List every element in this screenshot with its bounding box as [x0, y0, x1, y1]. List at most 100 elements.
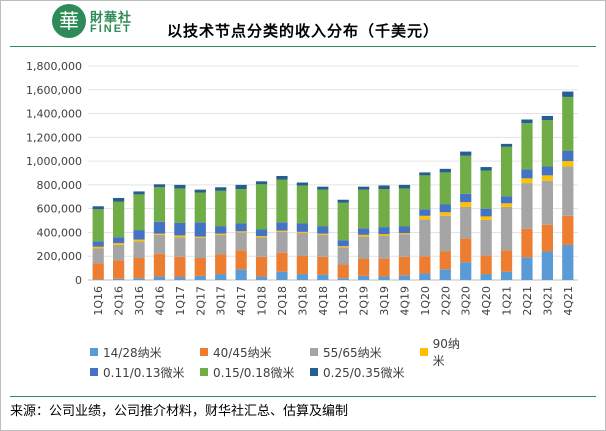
- bar-segment: [317, 186, 329, 190]
- bar-segment: [133, 191, 145, 195]
- bar-segment: [153, 233, 166, 235]
- bar-segment: [133, 194, 145, 231]
- bar-segment: [480, 274, 492, 280]
- bar-segment: [398, 233, 411, 235]
- bar-segment: [337, 202, 349, 241]
- bar-segment: [419, 273, 431, 280]
- bar-segment: [398, 184, 411, 189]
- bar-segment: [398, 188, 411, 227]
- bar-segment: [500, 203, 513, 207]
- x-tick-label: 4Q16: [153, 286, 166, 316]
- bar-segment: [276, 179, 288, 223]
- bar-segment: [500, 143, 513, 147]
- bar-segment: [174, 184, 186, 189]
- bar-segment: [358, 236, 370, 259]
- bar-segment: [541, 166, 553, 176]
- x-tick-label: 3Q20: [460, 286, 473, 316]
- bar-segment: [398, 226, 411, 234]
- bar-segment: [439, 168, 451, 173]
- finet-logo: 華 財華社 FINET: [52, 4, 142, 38]
- legend-item: 0.11/0.13微米: [90, 364, 200, 381]
- bar-segment: [358, 258, 370, 276]
- bar-segment: [235, 231, 247, 233]
- bar-segment: [562, 91, 574, 97]
- bar-segment: [460, 155, 472, 194]
- bar-segment: [419, 256, 431, 274]
- bar-segment: [398, 234, 411, 257]
- bar-segment: [480, 255, 492, 275]
- bar-segment: [113, 278, 125, 280]
- title-separator: [10, 46, 596, 47]
- bar-segment: [439, 172, 451, 205]
- bar-segment: [500, 250, 513, 272]
- bar-segment: [398, 256, 411, 276]
- bar-segment: [174, 235, 186, 238]
- bar-segment: [133, 230, 145, 240]
- legend-item: 55/65纳米: [310, 344, 420, 361]
- bar-segment: [276, 175, 288, 180]
- bar-segment: [153, 234, 166, 254]
- bar-segment: [194, 222, 206, 237]
- bar-segment: [255, 276, 268, 280]
- bar-segment: [439, 212, 451, 216]
- bar-segment: [276, 222, 288, 231]
- bar-segment: [92, 209, 104, 242]
- bar-segment: [113, 243, 125, 245]
- bar-segment: [215, 254, 227, 275]
- y-tick-label: 1,800,000: [26, 60, 82, 73]
- logo-mark: 華: [52, 4, 86, 38]
- bar-segment: [460, 202, 472, 207]
- bar-segment: [255, 181, 268, 185]
- x-tick-label: 4Q21: [562, 286, 575, 316]
- bar-segment: [439, 251, 451, 270]
- y-tick-label: 0: [75, 274, 82, 287]
- x-tick-label: 4Q19: [398, 286, 411, 316]
- bar-segment: [358, 189, 370, 229]
- bar-segment: [296, 182, 308, 186]
- legend-label: 0.15/0.18微米: [213, 365, 295, 380]
- bar-segment: [460, 206, 472, 239]
- bar-segment: [541, 175, 553, 181]
- legend-item: 90纳米: [420, 335, 470, 369]
- x-tick-label: 2Q16: [113, 286, 126, 316]
- legend-label: 90纳米: [432, 337, 460, 368]
- bar-segment: [174, 237, 186, 257]
- x-tick-label: 2Q20: [439, 286, 452, 316]
- bar-segment: [113, 244, 125, 261]
- bar-segment: [337, 246, 349, 248]
- bar-segment: [317, 274, 329, 280]
- y-tick-label: 200,000: [37, 250, 83, 263]
- bar-segment: [113, 260, 125, 279]
- legend-item: 14/28纳米: [90, 344, 200, 361]
- legend-item: 0.15/0.18微米: [200, 364, 310, 381]
- legend-item: 0.25/0.35微米: [310, 364, 420, 381]
- bar-segment: [358, 275, 370, 280]
- bar-segment: [419, 219, 431, 257]
- x-tick-label: 3Q17: [215, 286, 228, 316]
- bar-segment: [358, 186, 370, 190]
- bar-segment: [541, 224, 553, 252]
- source-note: 来源：公司业绩，公司推介材料，财华社汇总、估算及编制: [10, 404, 349, 419]
- bar-segment: [439, 204, 451, 213]
- bar-segment: [296, 223, 308, 232]
- bar-segment: [480, 219, 492, 256]
- x-tick-label: 3Q19: [378, 286, 391, 316]
- bar-segment: [194, 192, 206, 223]
- bar-segment: [521, 119, 533, 124]
- bar-segment: [194, 275, 206, 280]
- legend-swatch: [310, 348, 318, 356]
- bar-segment: [92, 241, 104, 247]
- bar-segment: [317, 256, 329, 275]
- legend-label: 0.11/0.13微米: [103, 365, 185, 380]
- bar-segment: [460, 151, 472, 156]
- bar-segment: [562, 96, 574, 152]
- bar-segment: [215, 233, 227, 235]
- bar-segment: [419, 172, 431, 176]
- x-tick-label: 1Q20: [419, 286, 432, 316]
- bar-segment: [541, 180, 553, 225]
- bar-segment: [215, 226, 227, 234]
- bar-segment: [378, 236, 390, 259]
- chart-title: 以技术节点分类的收入分布（千美元）: [166, 22, 439, 40]
- legend-item: 40/45纳米: [200, 344, 310, 361]
